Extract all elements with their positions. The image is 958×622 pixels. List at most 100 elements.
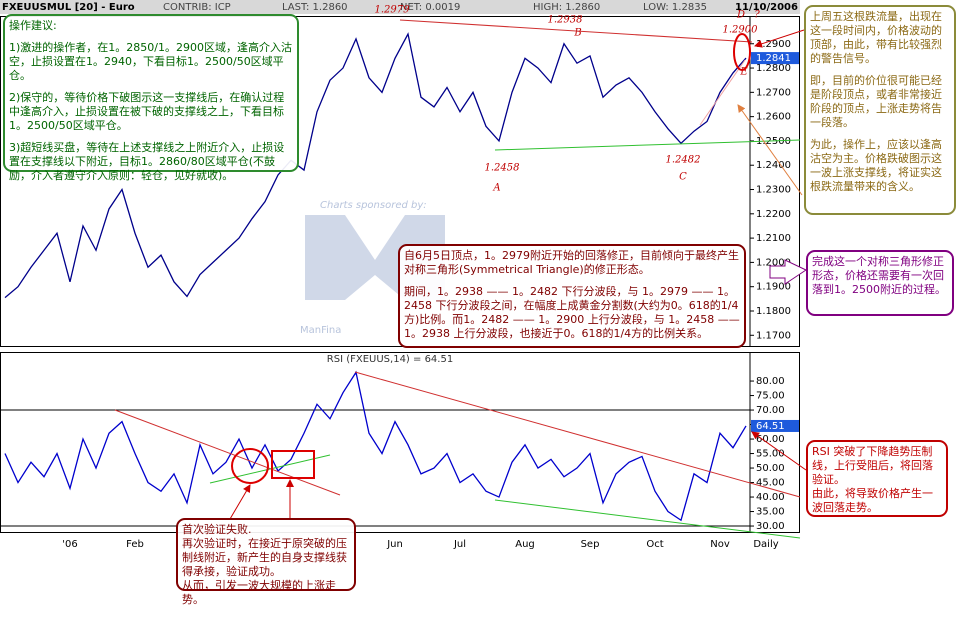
series-line: [4, 32, 747, 299]
y-tick-label: 1.1900: [756, 282, 791, 293]
advice-text: 2)保守的，等待价格下破图示这一支撑线后，在确认过程中逢高介入，止损设置在被下破…: [9, 91, 285, 132]
advice-box: 操作建议: 1)激进的操作者，在1。2850/1。2900区域，逢高介入沽空，止…: [3, 14, 299, 182]
symbol: FXEUUSMUL [20] - Euro: [2, 2, 135, 13]
y-tick-label: 1.2400: [756, 160, 791, 171]
y-tick-label: 75.00: [756, 391, 785, 402]
note-box: 上周五这根跌流量，出现在这一段时间内，价格波动的顶部，由此，带有比较强烈的警告信…: [804, 5, 956, 215]
note-box: 完成这一个对称三角形修正形态，价格还需要有一次回落到1。2500附近的过程。: [806, 250, 954, 316]
y-tick-label: 50.00: [756, 463, 785, 474]
highlight: [271, 450, 315, 479]
note-text: 由此，将导致价格产生一波回落走势。: [812, 487, 933, 514]
series-line: [4, 370, 747, 522]
last-value-box: [751, 52, 799, 65]
note-text: 首次验证失败.: [182, 523, 252, 536]
note-text: RSI 突破了下降趋势压制线，上行受阻后，将回落验证。: [812, 445, 933, 486]
note-text: 即，目前的价位很可能已经是阶段顶点，或者非常接近阶段的顶点，上涨走势将告一段落。: [810, 74, 942, 129]
high: HIGH: 1.2860: [533, 2, 600, 13]
y-tick-label: 70.00: [756, 405, 785, 416]
trend-line: [209, 454, 331, 484]
x-tick-label: Jul: [453, 539, 466, 550]
y-tick-label: 1.2000: [756, 257, 791, 268]
price-annotation: B: [573, 28, 581, 39]
y-tick-label: 30.00: [756, 521, 785, 532]
trend-line: [354, 371, 801, 498]
x-tick-label: Aug: [515, 539, 535, 550]
y-tick-label: 45.00: [756, 478, 785, 489]
price-annotation: A: [492, 183, 500, 194]
price-frame: [0, 16, 800, 347]
advice-text: 3)超短线买盘，等待在上述支撑线之上附近介入，止损设置在支撑线以下附近，目标1。…: [9, 141, 285, 182]
y-tick-label: 1.2100: [756, 233, 791, 244]
note-box: RSI 突破了下降趋势压制线，上行受阻后，将回落验证。 由此，将导致价格产生一波…: [806, 440, 948, 517]
y-tick-label: 55.00: [756, 449, 785, 460]
y-tick-label: 1.2200: [756, 209, 791, 220]
trend-line: [494, 139, 801, 151]
y-tick-label: 1.1700: [756, 330, 791, 341]
note-text: 从而，引发一波大规模的上涨走势。: [182, 579, 336, 606]
net: NET: 0.0019: [400, 2, 460, 13]
x-tick-label: Oct: [646, 539, 663, 550]
note-box: 自6月5日顶点，1。2979附近开始的回落修正，目前倾向于最终产生对称三角形(S…: [398, 244, 746, 348]
arrow: [229, 484, 251, 520]
x-tick-label: Nov: [710, 539, 730, 550]
price-annotation: 1.2938: [548, 15, 583, 26]
price-annotation: E: [739, 67, 748, 78]
price-layer: 1.2900 1.2800 1.2700 1.2600 1.2500 1.2400 1.23…: [1, 5, 799, 550]
watermark: Charts sponsored by:: [320, 200, 427, 211]
x-tick-label: Feb: [126, 539, 144, 550]
y-tick-label: 35.00: [756, 507, 785, 518]
y-tick-label: 80.00: [756, 376, 785, 387]
arrow: [751, 431, 807, 471]
date: 11/10/2006: [735, 2, 798, 13]
y-tick-label: 1.2800: [756, 63, 791, 74]
trend-line: [699, 59, 746, 126]
last: LAST: 1.2860: [282, 2, 348, 13]
x-tick-label: '06: [62, 539, 77, 550]
x-tick-label: Sep: [581, 539, 600, 550]
last-value-label: 64.51: [756, 421, 785, 432]
advice-title: 操作建议:: [9, 19, 57, 32]
trend-line: [114, 409, 341, 496]
last-value-label: 1.2841: [756, 53, 791, 64]
price-annotation: 1.2458: [485, 163, 520, 174]
x-tick-label: Jun: [386, 539, 403, 550]
y-tick-label: 60.00: [756, 434, 785, 445]
price-annotation: 1.2900: [723, 25, 759, 36]
x-unit: Daily: [753, 539, 778, 550]
last-value-box: [751, 419, 799, 432]
contrib: CONTRIB: ICP: [163, 2, 231, 13]
y-tick-label: 40.00: [756, 492, 785, 503]
price-annotation: 1.2979: [375, 5, 411, 16]
rsi-frame: [0, 352, 800, 533]
note-text: 再次验证时，在接近于原突破的压制线附近，新产生的自身支撑线获得承接，验证成功。: [182, 537, 347, 578]
arrow: [754, 29, 805, 48]
rsi-title: RSI (FXEUUS,14) = 64.51: [327, 354, 453, 365]
price-annotation: C: [679, 172, 687, 183]
price-annotation: ?: [754, 10, 760, 21]
price-annotation: D: [736, 10, 745, 21]
y-tick-label: 1.2900: [756, 39, 791, 50]
y-tick-label: 1.2500: [756, 136, 791, 147]
header-bar: [0, 0, 800, 14]
y-tick-label: 1.2700: [756, 87, 791, 98]
note-text: 自6月5日顶点，1。2979附近开始的回落修正，目前倾向于最终产生对称三角形(S…: [404, 249, 739, 276]
advice-text: 1)激进的操作者，在1。2850/1。2900区域，逢高介入沽空，止损设置在1。…: [9, 41, 292, 82]
arrow: [737, 104, 803, 196]
highlight: [231, 448, 269, 484]
trend-line: [399, 19, 753, 43]
y-tick-label: 1.2600: [756, 112, 791, 123]
note-text: 期间，1。2938 —— 1。2482 下行分波段，与 1。2979 —— 1。…: [404, 285, 740, 340]
note-text: 为此，操作上，应该以逢高沽空为主。价格跌破图示这一波上涨支撑线，将证实这根跌流量…: [810, 138, 942, 193]
low: LOW: 1.2835: [643, 2, 707, 13]
price-annotation: 1.2482: [666, 155, 701, 166]
note-text: 完成这一个对称三角形修正形态，价格还需要有一次回落到1。2500附近的过程。: [812, 255, 946, 296]
arrow: [769, 259, 808, 285]
watermark: ManFina: [300, 325, 341, 336]
note-box: 首次验证失败. 再次验证时，在接近于原突破的压制线附近，新产生的自身支撑线获得承…: [176, 518, 356, 606]
note-text: 上周五这根跌流量，出现在这一段时间内，价格波动的顶部，由此，带有比较强烈的警告信…: [810, 10, 942, 65]
trend-line: [494, 499, 801, 539]
highlight: [733, 33, 751, 71]
y-tick-label: 1.2300: [756, 185, 791, 196]
